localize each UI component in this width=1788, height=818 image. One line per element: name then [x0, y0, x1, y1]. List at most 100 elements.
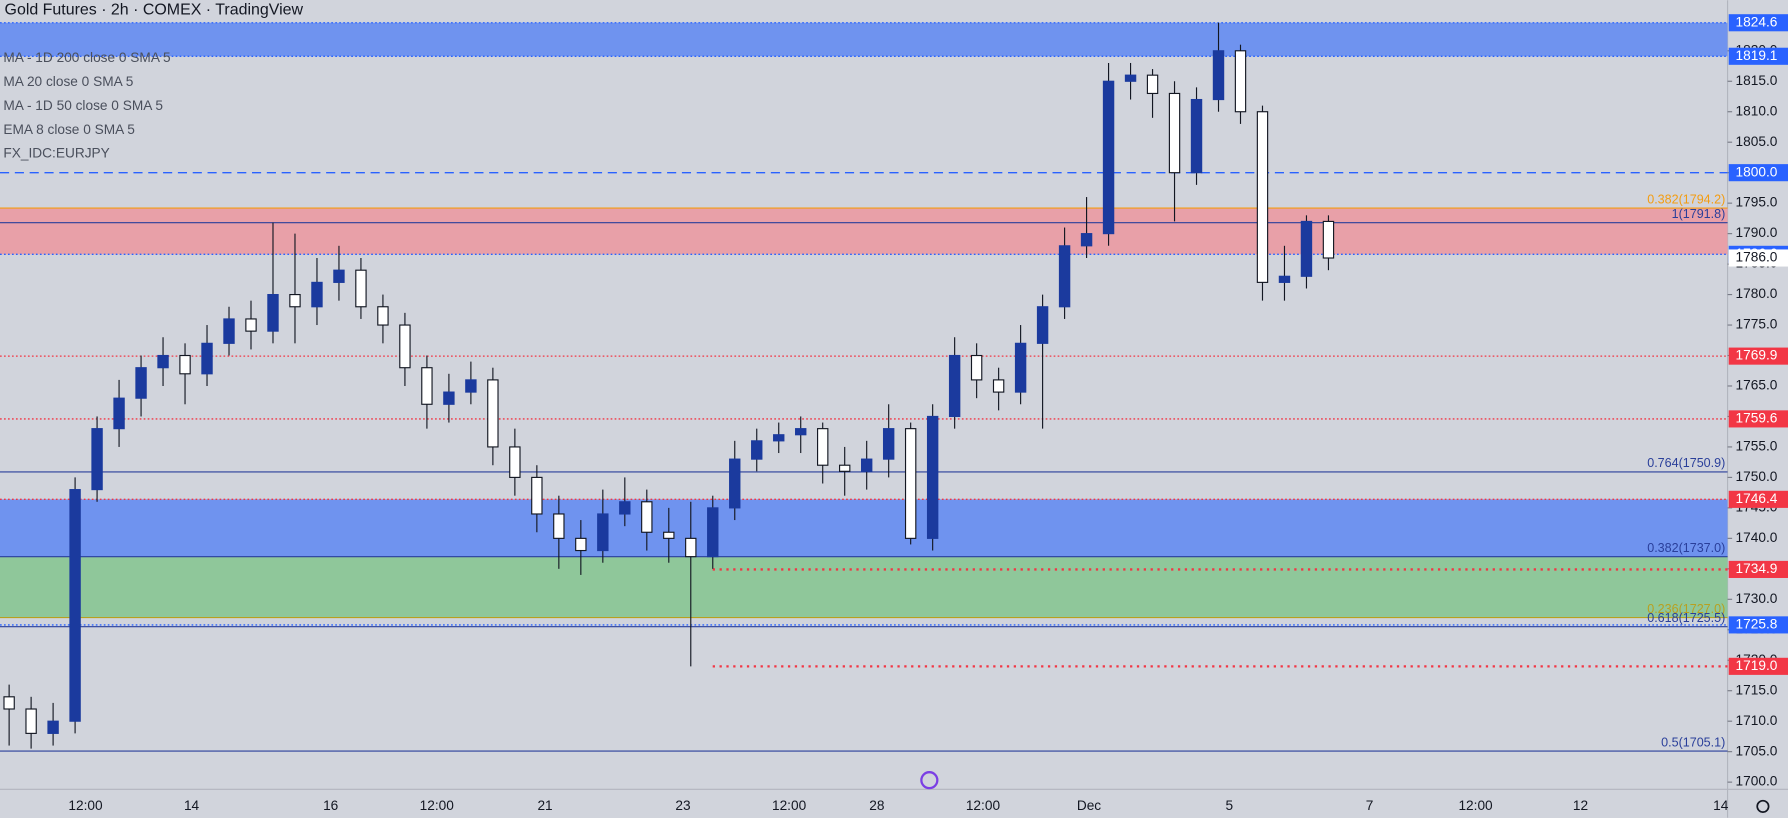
- fib-label: 0.382(1737.0): [1647, 541, 1725, 555]
- fib-label: 0.382(1794.2): [1647, 192, 1725, 206]
- candle-body: [179, 354, 191, 375]
- chart-title: Gold Futures · 2h · COMEX · TradingView: [5, 2, 304, 19]
- candle-body: [355, 269, 367, 308]
- y-tick-label: 1790.0: [1736, 225, 1778, 240]
- y-tick-label: 1700.0: [1736, 774, 1778, 789]
- candle-body: [531, 476, 543, 515]
- candle-body: [751, 440, 763, 460]
- x-tick-label: 12:00: [772, 798, 807, 813]
- candle-body: [333, 269, 345, 283]
- candle-body: [509, 446, 521, 478]
- candle-body: [729, 458, 741, 509]
- candle-body: [421, 367, 433, 405]
- candle-body: [91, 428, 103, 491]
- y-tick-label: 1750.0: [1736, 469, 1778, 484]
- candle-body: [47, 720, 59, 734]
- fib-label: 0.236(1727.0): [1647, 602, 1725, 616]
- zone: [0, 499, 1728, 557]
- candle-body: [970, 354, 983, 381]
- y-tick-label: 1730.0: [1736, 591, 1778, 606]
- candle-body: [904, 428, 917, 539]
- candle-body: [641, 501, 653, 533]
- candle-body: [882, 428, 895, 460]
- indicator-legend: MA - 1D 50 close 0 SMA 5: [3, 98, 163, 113]
- zones: [0, 22, 1728, 618]
- x-tick-label: 23: [675, 798, 690, 813]
- candle-body: [1190, 98, 1203, 174]
- candle-body: [311, 281, 323, 308]
- price-label: 1746.4: [1736, 491, 1778, 506]
- fib-label: 0.618(1725.5): [1647, 611, 1725, 625]
- candle-body: [553, 513, 565, 539]
- settings-icon[interactable]: [1756, 799, 1770, 813]
- y-tick-label: 1710.0: [1736, 713, 1778, 728]
- price-label: 1786.0: [1736, 250, 1778, 265]
- x-tick-label: Dec: [1077, 798, 1101, 813]
- candle-body: [1014, 342, 1027, 393]
- price-label-box: [1728, 249, 1788, 267]
- candle-body: [25, 708, 37, 734]
- candle-body: [795, 428, 807, 436]
- y-tick-label: 1795.0: [1736, 195, 1778, 210]
- candle-body: [1212, 50, 1225, 101]
- candle-body: [817, 428, 829, 466]
- fib-label: 0.5(1705.1): [1661, 735, 1725, 749]
- candle-body: [1234, 50, 1247, 113]
- price-label-box: [1728, 47, 1788, 65]
- price-label: 1719.0: [1736, 658, 1778, 673]
- zone: [0, 208, 1728, 255]
- price-label-box: [1728, 347, 1788, 365]
- x-tick-label: 14: [184, 798, 200, 813]
- candle-body: [443, 391, 455, 405]
- indicator-legend: EMA 8 close 0 SMA 5: [3, 122, 135, 137]
- x-tick-label: 12: [1573, 798, 1588, 813]
- candle-body: [1124, 74, 1137, 82]
- candle-body: [1058, 245, 1071, 308]
- candle-body: [773, 434, 785, 442]
- x-tick-label: 14: [1713, 798, 1729, 813]
- candle-body: [487, 379, 499, 448]
- level-lines: [0, 22, 1728, 752]
- replay-icon[interactable]: [920, 771, 939, 790]
- x-tick-label: 12:00: [966, 798, 1001, 813]
- x-tick-label: 21: [537, 798, 552, 813]
- candle-body: [1322, 220, 1335, 259]
- price-label-box: [1728, 164, 1788, 182]
- price-label: 1725.8: [1736, 617, 1778, 632]
- candle-body: [465, 379, 477, 393]
- x-tick-label: 12:00: [1458, 798, 1493, 813]
- candle-body: [926, 415, 939, 539]
- candle-body: [948, 354, 961, 418]
- y-tick-label: 1775.0: [1736, 317, 1778, 332]
- candle-body: [399, 324, 411, 369]
- candle-body: [113, 397, 125, 430]
- x-tick-label: 12:00: [420, 798, 455, 813]
- candle-body: [575, 537, 587, 552]
- candle-body: [245, 318, 257, 332]
- price-label-box: [1728, 14, 1788, 32]
- y-tick-label: 1715.0: [1736, 682, 1778, 697]
- x-tick-label: 7: [1366, 798, 1374, 813]
- price-label-box: [1728, 657, 1788, 675]
- candle-body: [201, 342, 213, 375]
- y-tick-label: 1755.0: [1736, 439, 1778, 454]
- x-tick-label: 12:00: [68, 798, 103, 813]
- candle-body: [3, 696, 15, 710]
- price-label: 1800.0: [1736, 164, 1778, 179]
- y-tick-label: 1705.0: [1736, 743, 1778, 758]
- fib-label: 1(1791.8): [1672, 207, 1726, 221]
- zone: [0, 556, 1728, 618]
- candle-body: [992, 379, 1005, 393]
- indicator-legend: MA - 1D 200 close 0 SMA 5: [3, 50, 171, 65]
- candle-body: [377, 306, 389, 326]
- price-label: 1734.9: [1736, 561, 1778, 576]
- candle-body: [1146, 74, 1159, 95]
- candle-body: [860, 458, 873, 472]
- y-tick-label: 1815.0: [1736, 73, 1778, 88]
- labels: 1700.01705.01710.01715.01720.01725.01730…: [3, 14, 1788, 813]
- y-tick-label: 1740.0: [1736, 530, 1778, 545]
- indicator-legend: FX_IDC:EURJPY: [3, 146, 109, 161]
- indicator-legend: MA 20 close 0 SMA 5: [3, 74, 133, 89]
- price-label-box: [1728, 410, 1788, 428]
